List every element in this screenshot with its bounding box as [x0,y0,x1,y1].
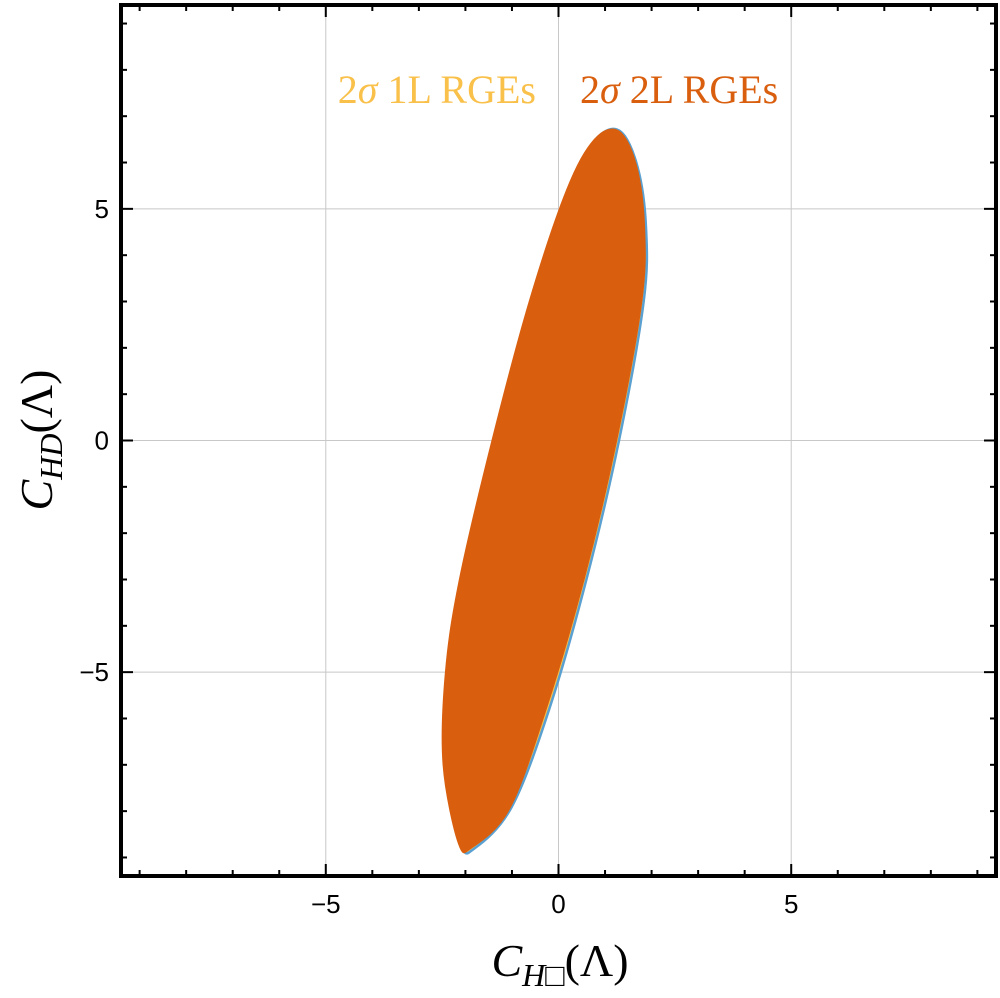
x-tick-label: 5 [784,889,798,919]
legend: 2σ 1L RGEs 2σ 2L RGEs [338,67,779,112]
region-2-2l-rges [441,128,646,854]
tick-labels: −5 0 5 −5 0 5 [79,194,798,919]
legend-entry-2l: 2σ 2L RGEs [580,67,778,112]
confidence-regions [441,127,649,855]
axis-ticks [121,5,996,876]
y-tick-label: 5 [95,194,109,224]
x-tick-label: −5 [311,889,341,919]
y-tick-label: 0 [95,426,109,456]
x-axis-title: CH□(Λ) [491,935,628,993]
y-tick-label: −5 [79,657,109,687]
legend-entry-1l: 2σ 1L RGEs [338,67,546,112]
y-axis-title: CHD(Λ) [11,370,69,511]
x-tick-label: 0 [551,889,565,919]
